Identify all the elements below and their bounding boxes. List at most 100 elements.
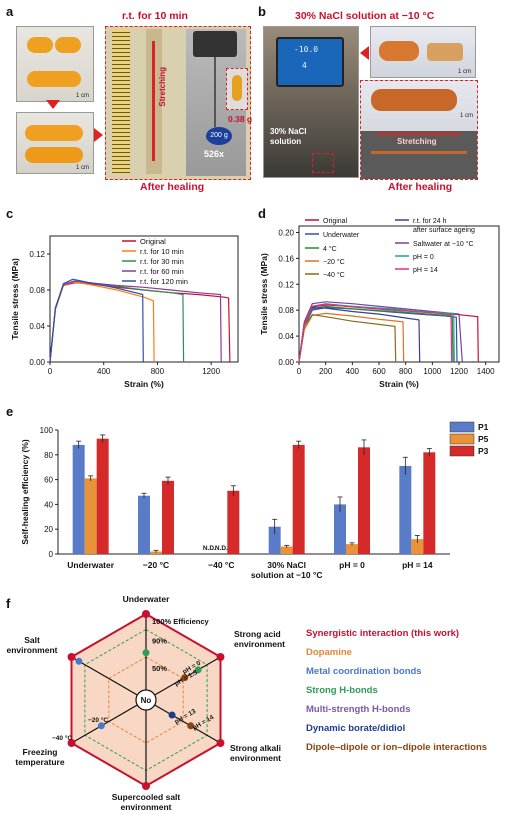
series-line-3 [298, 312, 405, 363]
x-axis-label: Strain (%) [124, 379, 164, 389]
y-tick-label: 0.12 [29, 250, 45, 259]
y-tick-label: 0 [49, 550, 54, 559]
axis-end-marker [67, 653, 76, 661]
axis-end-marker [216, 739, 225, 747]
data-point [75, 657, 83, 665]
nd-label: N.D. [215, 545, 228, 552]
x-tick-label: 200 [319, 367, 333, 376]
panel-a-title: r.t. for 10 min [122, 10, 188, 22]
series-line-2 [298, 305, 454, 363]
nd-label: N.D. [203, 545, 216, 552]
panel-e-label: e [6, 404, 14, 419]
axis-end-marker [216, 653, 225, 661]
panel-f-label: f [6, 596, 11, 611]
legend-item: Multi-strength H-bonds [306, 704, 411, 715]
category-label: pH = 0 [339, 560, 365, 570]
legend-item: Dipole–dipole or ion–dipole interactions [306, 742, 488, 753]
axis-label: Strong alkali [230, 743, 281, 753]
solution-label: 30% NaCl solution [270, 127, 307, 146]
ring-label: 50% [152, 664, 167, 673]
legend-label: r.t. for 120 min [140, 277, 188, 286]
bar-P5 [411, 539, 424, 554]
bar-P1 [138, 495, 150, 554]
chart-c: 0 400 800 1200 0.00 0.04 0.08 0.12 Strain (%) Ten… [10, 235, 239, 389]
scale-bar-label: 1 cm [75, 93, 89, 99]
axis-label: Strong acid [234, 629, 281, 639]
legend-label: pH = 0 [413, 254, 434, 261]
radar-legend: Synergistic interaction (this work) Dopam… [306, 628, 510, 761]
category-label: solution at −10 °C [251, 570, 323, 580]
category-label: 30% NaCl [267, 560, 306, 570]
cryostat-photo: -10.0 4 30% NaCl solution [263, 26, 359, 178]
display-top: -10.0 [294, 45, 319, 54]
legend-label: −40 °C [323, 271, 345, 279]
down-arrow-icon [46, 100, 60, 109]
x-tick-label: 0 [297, 367, 302, 376]
x-tick-label: 800 [399, 367, 413, 376]
legend-label: r.t. for 10 min [140, 247, 184, 256]
x-tick-label: 400 [97, 367, 111, 376]
radar-axis [71, 656, 147, 701]
x-tick-label: 1200 [450, 367, 468, 376]
y-tick-label: 0.08 [29, 286, 45, 295]
series-line-8 [298, 303, 453, 363]
series-line-0 [49, 282, 231, 363]
y-tick-label: 0.12 [278, 280, 294, 289]
x-tick-label: 1400 [477, 367, 495, 376]
stretching-label: Stretching [158, 67, 167, 107]
legend-label: Original [140, 237, 166, 246]
healed-sample-photo: 1 cm [16, 112, 94, 174]
stretching-label-b: Stretching [397, 137, 437, 146]
axis-label: environment [6, 645, 57, 655]
bar-P1 [268, 526, 281, 554]
bar-P3 [162, 480, 174, 554]
data-point [181, 674, 189, 682]
mass-inset [226, 68, 248, 110]
y-tick-label: 0.04 [278, 332, 294, 341]
legend-label: P1 [478, 422, 489, 432]
y-axis-label: Self-healing efficiency (%) [20, 439, 30, 544]
panel-a-label: a [6, 4, 14, 19]
category-label: Underwater [67, 560, 114, 570]
y-tick-label: 40 [44, 500, 53, 509]
radar-axis [145, 699, 221, 744]
y-axis-label: Tensile stress (MPa) [259, 253, 269, 335]
y-tick-label: 60 [44, 476, 53, 485]
scale-bar-label: 1 cm [459, 113, 473, 119]
axis-end-marker [67, 739, 76, 747]
panel-d-label: d [258, 206, 266, 221]
legend-label: Saltwater at −10 °C [413, 240, 474, 248]
legend-label: r.t. for 24 h [413, 218, 447, 225]
legend-item: Metal coordination bonds [306, 666, 422, 677]
x-tick-label: 400 [346, 367, 360, 376]
legend-label: r.t. for 30 min [140, 257, 184, 266]
bar-P5 [150, 551, 162, 554]
panel-a-after-healing: After healing [140, 181, 205, 193]
category-label: −40 °C [208, 560, 234, 570]
legend-label: 4 °C [323, 245, 337, 253]
chart-e: 0 20 40 60 80 100 Self-healing efficiency (%) U… [20, 421, 489, 580]
left-arrow-icon [360, 46, 369, 60]
legend-swatch [449, 421, 475, 433]
healed-stretch-photo: 1 cm Stretching [360, 80, 478, 180]
legend-item: Synergistic interaction (this work) [306, 628, 460, 639]
cut-sample-photo-b: 1 cm [370, 26, 476, 78]
legend-label: pH = 14 [413, 267, 438, 274]
plot-frame [49, 235, 239, 363]
ring-label: 90% [152, 636, 167, 645]
y-tick-label: 0.08 [278, 306, 294, 315]
mass-label: 0.38 g [228, 114, 253, 124]
inner-label: −40 °C [52, 734, 72, 742]
data-point [168, 711, 176, 719]
legend-item: Strong H-bonds [306, 685, 378, 696]
x-tick-label: 1200 [202, 367, 220, 376]
x-axis-label: Strain (%) [379, 379, 419, 389]
series-line-4 [298, 314, 397, 363]
y-tick-label: 80 [44, 451, 53, 460]
axis-label: environment [234, 639, 285, 649]
plot-frame [298, 225, 500, 363]
bar-P1 [399, 465, 412, 554]
y-tick-label: 0.04 [29, 322, 45, 331]
y-tick-label: 0.16 [278, 254, 294, 263]
legend-swatch [449, 445, 475, 457]
